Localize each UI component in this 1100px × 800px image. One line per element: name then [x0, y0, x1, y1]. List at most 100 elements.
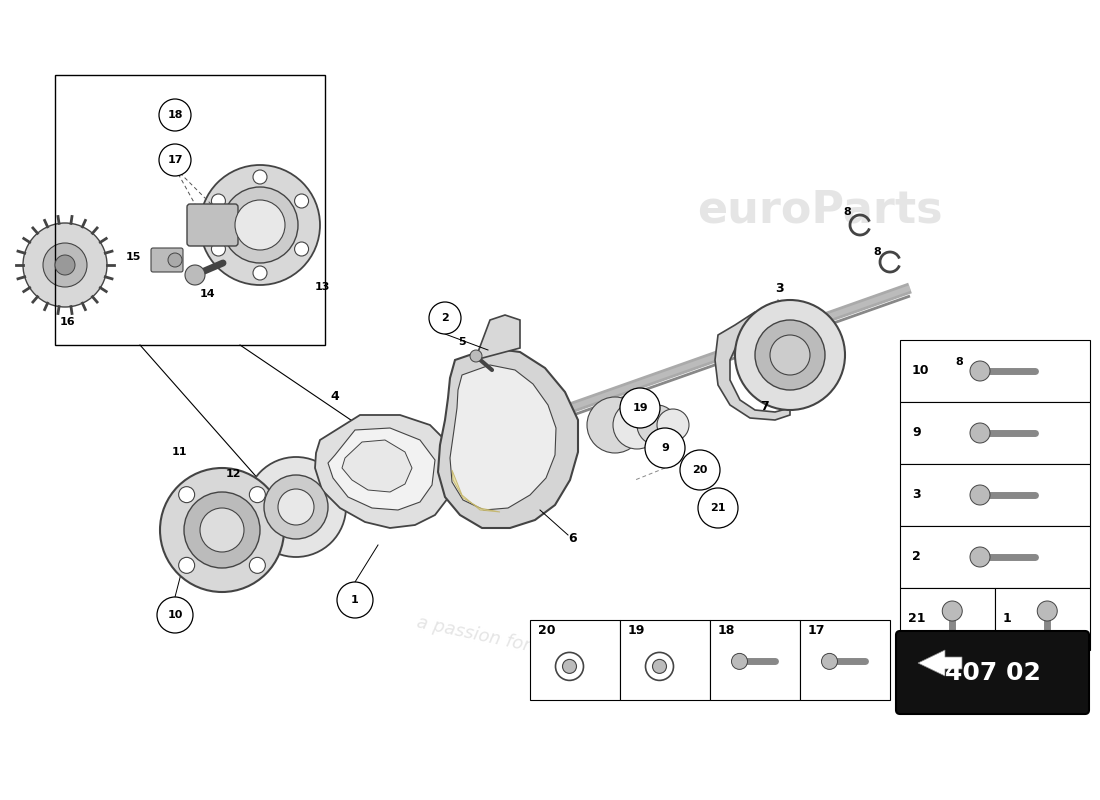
Circle shape — [235, 200, 285, 250]
Circle shape — [250, 558, 265, 574]
Circle shape — [250, 486, 265, 502]
Bar — [620, 620, 710, 700]
Bar — [900, 402, 1090, 464]
Circle shape — [264, 475, 328, 539]
Text: 14: 14 — [200, 289, 216, 299]
Text: 6: 6 — [568, 532, 576, 545]
Polygon shape — [475, 315, 520, 360]
Polygon shape — [328, 428, 435, 510]
Circle shape — [295, 194, 309, 208]
Circle shape — [645, 428, 685, 468]
Text: 19: 19 — [632, 403, 648, 413]
Text: 20: 20 — [692, 465, 707, 475]
Text: a passion for parts since 1994: a passion for parts since 1994 — [415, 613, 685, 687]
FancyBboxPatch shape — [187, 204, 238, 246]
FancyBboxPatch shape — [151, 248, 183, 272]
Circle shape — [732, 654, 748, 670]
Polygon shape — [315, 415, 455, 528]
Bar — [900, 526, 1090, 588]
Bar — [996, 588, 1090, 650]
Circle shape — [680, 450, 720, 490]
Text: 21: 21 — [908, 613, 925, 626]
Text: 8: 8 — [843, 207, 850, 217]
Circle shape — [184, 492, 260, 568]
Text: 3: 3 — [776, 282, 783, 295]
Text: euroParts: euroParts — [697, 189, 943, 231]
Circle shape — [652, 659, 667, 674]
Circle shape — [295, 242, 309, 256]
Text: 1: 1 — [1003, 613, 1012, 626]
Polygon shape — [342, 440, 412, 492]
Text: 5: 5 — [458, 337, 465, 347]
Text: 9: 9 — [661, 443, 669, 453]
Circle shape — [23, 223, 107, 307]
Text: 15: 15 — [125, 252, 141, 262]
Text: 12: 12 — [226, 469, 242, 479]
Circle shape — [1037, 601, 1057, 621]
Text: 13: 13 — [315, 282, 330, 292]
Polygon shape — [450, 365, 556, 510]
Circle shape — [168, 253, 182, 267]
Circle shape — [253, 170, 267, 184]
Polygon shape — [438, 348, 578, 528]
Circle shape — [970, 485, 990, 505]
Circle shape — [657, 409, 689, 441]
Circle shape — [970, 547, 990, 567]
Text: 2: 2 — [912, 550, 921, 563]
Circle shape — [160, 144, 191, 176]
Text: 8: 8 — [955, 357, 962, 367]
Text: 4: 4 — [330, 390, 339, 403]
Circle shape — [970, 361, 990, 381]
Circle shape — [770, 335, 810, 375]
Text: 17: 17 — [808, 624, 825, 637]
Circle shape — [337, 582, 373, 618]
Circle shape — [157, 597, 192, 633]
Circle shape — [222, 187, 298, 263]
Text: 20: 20 — [538, 624, 556, 637]
Circle shape — [246, 457, 346, 557]
Circle shape — [278, 489, 314, 525]
Circle shape — [637, 405, 676, 445]
Circle shape — [200, 165, 320, 285]
Text: 7: 7 — [760, 400, 769, 413]
Circle shape — [160, 468, 284, 592]
Bar — [530, 620, 620, 700]
Circle shape — [943, 601, 962, 621]
Circle shape — [43, 243, 87, 287]
Bar — [55, 75, 324, 345]
Text: 10: 10 — [167, 610, 183, 620]
Circle shape — [470, 350, 482, 362]
Text: 10: 10 — [912, 365, 930, 378]
Text: 18: 18 — [718, 624, 736, 637]
Text: 8: 8 — [873, 247, 881, 257]
Circle shape — [211, 242, 226, 256]
Text: 9: 9 — [912, 426, 921, 439]
Polygon shape — [918, 650, 962, 676]
Circle shape — [620, 388, 660, 428]
Circle shape — [755, 320, 825, 390]
Circle shape — [55, 255, 75, 275]
Bar — [710, 620, 800, 700]
Circle shape — [211, 194, 226, 208]
Text: 18: 18 — [167, 110, 183, 120]
Circle shape — [160, 99, 191, 131]
Circle shape — [200, 508, 244, 552]
FancyBboxPatch shape — [896, 631, 1089, 714]
Text: 1: 1 — [351, 595, 359, 605]
Text: 3: 3 — [912, 489, 921, 502]
Polygon shape — [452, 470, 500, 512]
Circle shape — [587, 397, 643, 453]
Text: 17: 17 — [167, 155, 183, 165]
Circle shape — [822, 654, 837, 670]
Text: 2: 2 — [441, 313, 449, 323]
Bar — [800, 620, 890, 700]
Text: 11: 11 — [172, 447, 187, 457]
Circle shape — [429, 302, 461, 334]
Circle shape — [253, 266, 267, 280]
Circle shape — [735, 300, 845, 410]
Circle shape — [178, 486, 195, 502]
Polygon shape — [715, 300, 790, 420]
Bar — [900, 464, 1090, 526]
Circle shape — [613, 401, 661, 449]
Circle shape — [698, 488, 738, 528]
